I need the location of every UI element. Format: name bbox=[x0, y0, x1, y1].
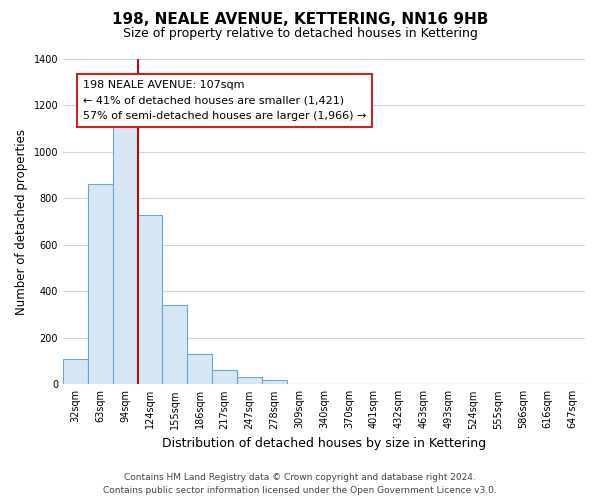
X-axis label: Distribution of detached houses by size in Kettering: Distribution of detached houses by size … bbox=[162, 437, 486, 450]
Text: 198 NEALE AVENUE: 107sqm
← 41% of detached houses are smaller (1,421)
57% of sem: 198 NEALE AVENUE: 107sqm ← 41% of detach… bbox=[83, 80, 367, 121]
Bar bbox=[262, 380, 287, 384]
Bar bbox=[212, 370, 237, 384]
Text: Size of property relative to detached houses in Kettering: Size of property relative to detached ho… bbox=[122, 28, 478, 40]
Text: Contains HM Land Registry data © Crown copyright and database right 2024.
Contai: Contains HM Land Registry data © Crown c… bbox=[103, 473, 497, 495]
Bar bbox=[237, 377, 262, 384]
Bar bbox=[63, 360, 88, 384]
Y-axis label: Number of detached properties: Number of detached properties bbox=[15, 128, 28, 314]
Bar bbox=[88, 184, 113, 384]
Bar bbox=[187, 354, 212, 384]
Bar bbox=[137, 214, 163, 384]
Text: 198, NEALE AVENUE, KETTERING, NN16 9HB: 198, NEALE AVENUE, KETTERING, NN16 9HB bbox=[112, 12, 488, 28]
Bar bbox=[163, 304, 187, 384]
Bar bbox=[113, 118, 137, 384]
